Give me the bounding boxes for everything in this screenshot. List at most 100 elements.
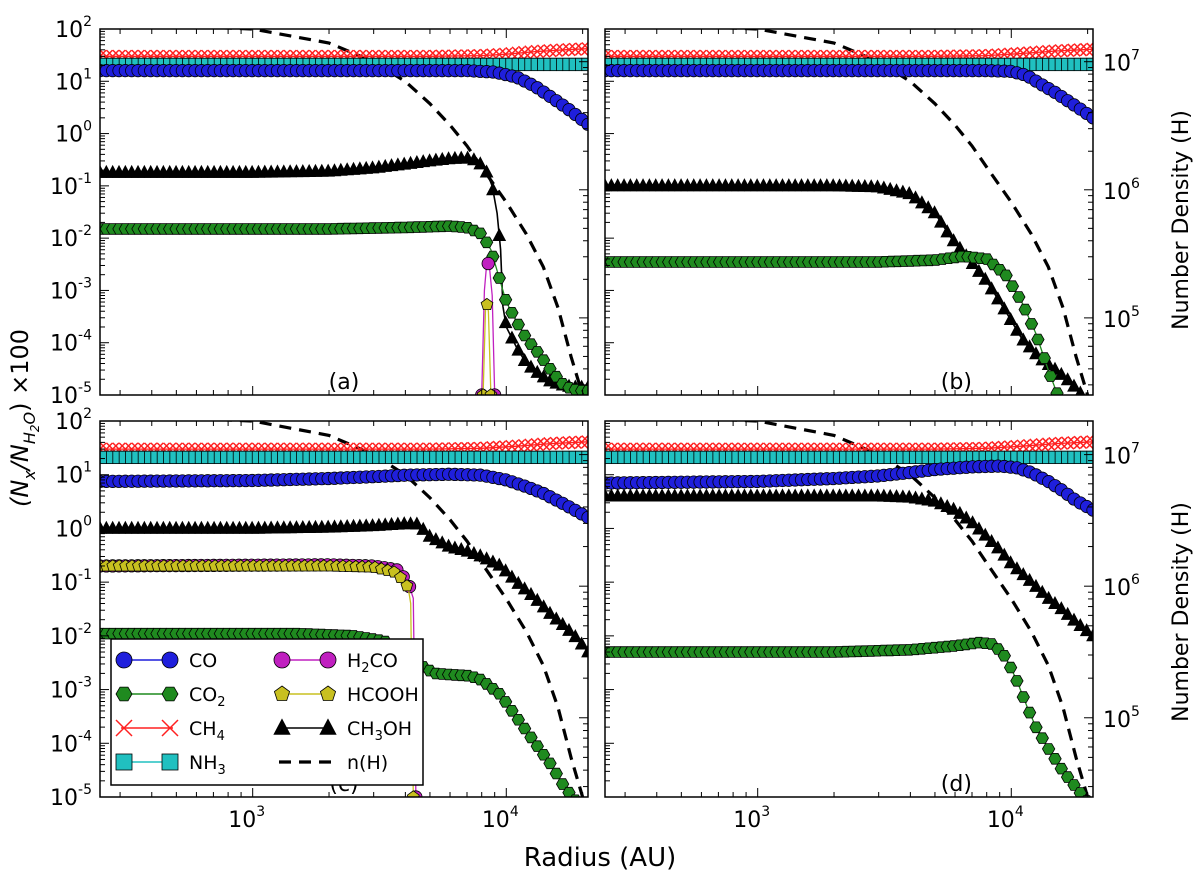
data-point (1087, 804, 1099, 815)
data-point (1086, 450, 1093, 465)
y-ticks (100, 420, 588, 798)
data-point (997, 547, 1012, 561)
data-point (1018, 303, 1032, 316)
series-ch4 (100, 435, 588, 456)
data-point (492, 557, 507, 571)
legend-item-co: CO (115, 650, 217, 672)
series-hcooh (476, 297, 498, 395)
data-point (524, 586, 538, 600)
density-curve (211, 421, 585, 797)
y-tick-label: 101 (55, 66, 92, 95)
data-point (467, 152, 481, 166)
data-point (410, 516, 424, 530)
data-point (530, 592, 545, 606)
panel-label: (b) (941, 370, 972, 395)
data-point (555, 436, 570, 450)
legend-item-ch4: CH4 (115, 718, 225, 744)
series-co (100, 64, 588, 131)
data-point (1041, 590, 1056, 604)
data-point (1010, 561, 1024, 575)
data-point (581, 435, 588, 449)
data-point (1086, 435, 1093, 449)
data-point (1022, 46, 1037, 60)
data-point (480, 297, 494, 311)
y-tick-label: 10-3 (50, 275, 92, 304)
data-point (1054, 366, 1069, 380)
data-point (1060, 372, 1075, 386)
data-point (1060, 43, 1075, 58)
data-point (1003, 661, 1018, 674)
legend-item-co2: CO2 (115, 684, 226, 710)
data-point (902, 186, 917, 200)
y-tick-label: 100 (55, 513, 92, 542)
data-point (959, 510, 974, 524)
plot-area (100, 29, 588, 395)
data-point (574, 435, 588, 449)
data-point (1057, 403, 1069, 414)
data-point (1010, 675, 1024, 687)
data-point (543, 436, 557, 451)
data-point (543, 605, 557, 619)
data-point (1073, 617, 1088, 632)
data-point (479, 236, 494, 249)
data-point (479, 164, 494, 178)
data-point (581, 385, 588, 395)
plot-area (100, 421, 588, 813)
data-point (1005, 280, 1020, 293)
data-point (1031, 333, 1045, 346)
data-point (517, 45, 532, 60)
data-point (576, 802, 588, 813)
y-tick-label: 10-4 (50, 328, 92, 357)
legend-item-nh3: NH3 (115, 752, 226, 778)
data-point (915, 195, 929, 209)
tick-labels: 102 101 100 10-1 10-2 10-3 10-4 10-5 103 104 (50, 406, 519, 833)
x-tick-label: 103 (228, 804, 265, 833)
data-point (1050, 387, 1064, 395)
panel-label: (d) (941, 772, 972, 797)
series-co2 (100, 627, 588, 813)
data-point (1016, 46, 1031, 61)
data-point (517, 438, 532, 453)
series-co2 (605, 636, 1099, 815)
data-point (574, 42, 588, 56)
data-point (492, 272, 506, 284)
y-tick-label: 102 (55, 406, 92, 435)
legend-label: CH4 (189, 718, 225, 744)
x-ticks (624, 29, 1089, 395)
y-ticks (605, 28, 1093, 396)
legend: CO H2CO CO2 HCOOH CH4 CH3OH NH3 n(H) (110, 638, 424, 786)
data-point (524, 359, 538, 373)
data-point (965, 515, 980, 529)
density-curve (211, 29, 585, 395)
data-point (1037, 352, 1051, 364)
panel-frame (99, 28, 589, 396)
series-co (605, 459, 1093, 517)
data-point (511, 342, 526, 356)
data-point (1024, 318, 1039, 330)
data-point (946, 501, 961, 515)
data-point (555, 43, 570, 57)
data-point (536, 369, 551, 383)
data-point (934, 214, 948, 228)
data-point (921, 200, 936, 214)
data-point (581, 41, 588, 56)
data-point (562, 622, 576, 636)
data-point (505, 306, 519, 319)
data-point (536, 437, 551, 451)
data-point (997, 650, 1011, 662)
data-point (511, 575, 526, 589)
series-line (605, 255, 1059, 395)
data-point (505, 46, 519, 61)
data-point (1079, 623, 1093, 637)
data-point (1075, 385, 1086, 395)
y-tick-label: 10-3 (50, 675, 92, 704)
data-point (568, 42, 583, 57)
data-point (1054, 43, 1069, 58)
panel-b: 107 106 105 (b) (604, 28, 1140, 414)
data-point (1048, 44, 1062, 58)
data-point (972, 521, 986, 535)
legend-marker (273, 685, 291, 701)
data-point (511, 318, 525, 331)
data-point (1041, 437, 1056, 451)
